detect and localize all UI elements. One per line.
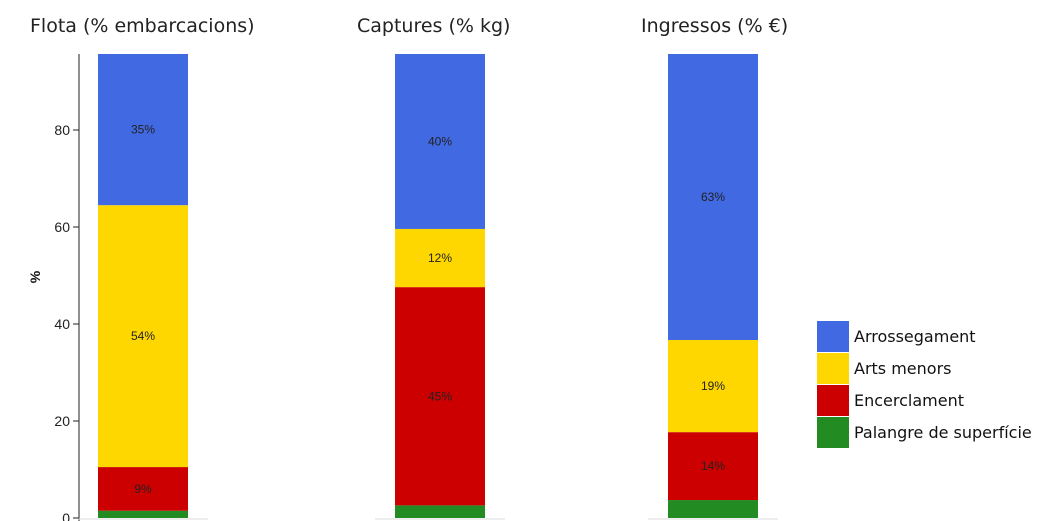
y-axis: 0 20 40 60 80 %	[27, 54, 80, 521]
panel-title: Flota (% embarcacions)	[30, 15, 255, 37]
bar-segment	[668, 432, 758, 501]
y-tick-label: 40	[54, 316, 70, 332]
bar-segment	[395, 505, 485, 518]
bar-segment	[668, 340, 758, 433]
bar-segment	[98, 54, 188, 206]
y-axis-label: %	[27, 270, 43, 283]
bar-segment	[395, 287, 485, 506]
bar-segment	[395, 54, 485, 229]
y-tick-label: 80	[54, 122, 70, 138]
bar-segment	[668, 500, 758, 518]
legend-label: Encerclament	[854, 391, 964, 410]
legend-swatch	[817, 385, 849, 416]
bar-segment	[395, 228, 485, 288]
y-tick-label: 20	[54, 413, 70, 429]
legend-swatch	[817, 353, 849, 384]
data-label: 19%	[701, 379, 725, 393]
data-label: 40%	[428, 134, 452, 148]
panel-titles: Flota (% embarcacions) Captures (% kg) Ing…	[30, 15, 788, 37]
y-tick-label: 60	[54, 219, 70, 235]
panel-title: Captures (% kg)	[357, 15, 510, 37]
bar-segment	[98, 205, 188, 468]
bar-segment	[98, 467, 188, 511]
bars: 9% 54% 35% 45% 12% 40% 14% 19% 63%	[78, 54, 778, 520]
legend-swatch	[817, 321, 849, 352]
data-label: 63%	[701, 190, 725, 204]
data-label: 12%	[428, 251, 452, 265]
data-label: 35%	[131, 123, 155, 137]
data-label: 54%	[131, 329, 155, 343]
legend-swatch	[817, 417, 849, 448]
bar-segment	[668, 54, 758, 341]
legend-label: Palangre de superfície	[854, 423, 1032, 442]
bar-segment	[98, 510, 188, 518]
legend: Arrossegament Arts menors Encerclament Pala…	[817, 321, 1032, 448]
data-label: 9%	[134, 482, 152, 496]
panel-title: Ingressos (% €)	[641, 15, 788, 37]
y-ticks: 0 20 40 60 80	[54, 122, 79, 521]
data-label: 45%	[428, 389, 452, 403]
y-tick-label: 0	[62, 510, 70, 521]
legend-label: Arts menors	[854, 359, 952, 378]
legend-label: Arrossegament	[854, 327, 976, 346]
data-label: 14%	[701, 459, 725, 473]
